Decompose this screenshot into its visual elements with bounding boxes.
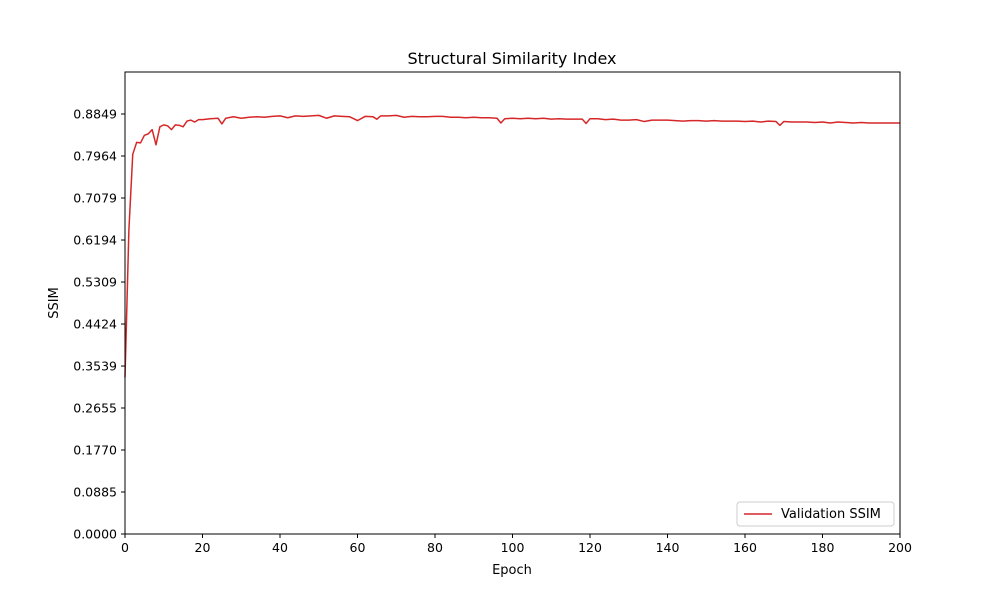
x-tick-label: 100: [501, 540, 525, 555]
x-axis: 0 20 40 60 80 100 120 140 160 180 200: [121, 534, 912, 555]
y-tick-label: 0.1770: [73, 442, 117, 457]
y-tick-label: 0.0000: [73, 527, 117, 542]
y-tick-label: 0.6194: [73, 233, 117, 248]
legend-label: Validation SSIM: [781, 507, 881, 522]
x-tick-label: 200: [888, 540, 912, 555]
y-tick-label: 0.0885: [73, 484, 117, 499]
x-tick-label: 20: [195, 540, 211, 555]
y-tick-label: 0.8849: [73, 107, 117, 122]
y-tick-label: 0.7964: [73, 149, 117, 164]
series-line-validation-ssim: [124, 114, 900, 378]
y-tick-label: 0.2655: [73, 400, 117, 415]
x-tick-label: 80: [427, 540, 443, 555]
x-tick-label: 60: [350, 540, 366, 555]
y-tick-label: 0.4424: [73, 317, 117, 332]
plot-area: [124, 71, 901, 535]
y-tick-label: 0.7079: [73, 191, 117, 206]
x-tick-label: 180: [811, 540, 835, 555]
y-tick-label: 0.3539: [73, 359, 117, 374]
x-tick-label: 140: [656, 540, 680, 555]
legend: Validation SSIM: [736, 501, 895, 527]
x-axis-label: Epoch: [492, 563, 532, 578]
x-tick-label: 120: [578, 540, 602, 555]
x-tick-label: 0: [121, 540, 129, 555]
x-tick-label: 160: [733, 540, 757, 555]
plot-background: [125, 72, 900, 534]
chart-title: Structural Similarity Index: [407, 49, 616, 68]
legend-box: [736, 501, 895, 527]
y-axis: 0.0000 0.0885 0.1770 0.2655 0.3539 0.4424 0.53…: [73, 107, 125, 542]
y-tick-label: 0.5309: [73, 275, 117, 290]
x-tick-label: 40: [272, 540, 288, 555]
y-axis-label: SSIM: [47, 287, 62, 319]
